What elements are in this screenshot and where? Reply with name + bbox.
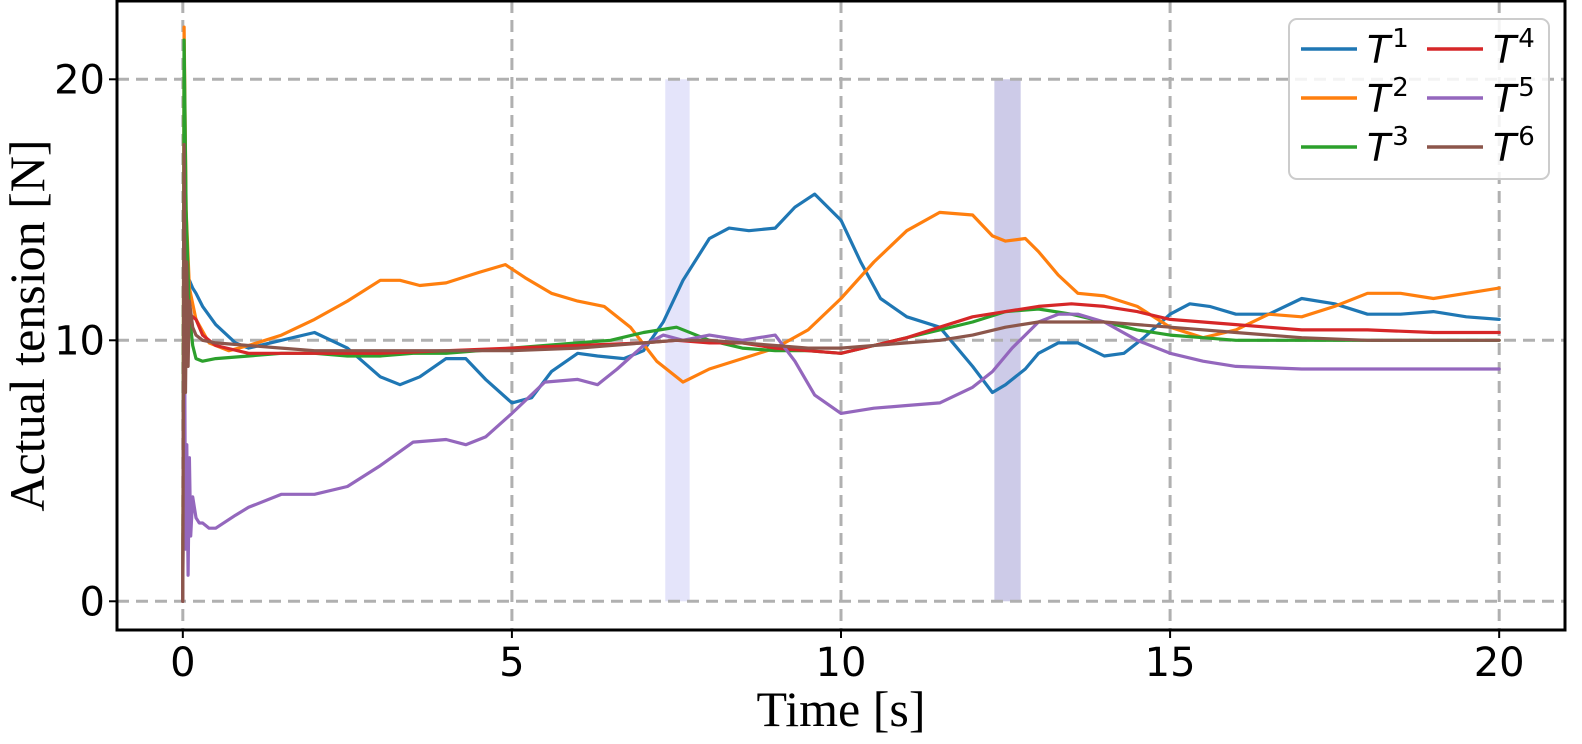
x-axis-label: Time [s] [756, 681, 925, 737]
x-tick-label: 5 [499, 640, 524, 686]
y-axis-label: Actual tension [N] [0, 139, 55, 511]
x-tick-label: 0 [170, 640, 195, 686]
y-tick-label: 0 [80, 579, 105, 625]
legend-label-3: T3 [1367, 122, 1409, 170]
ticks: 0 5 10 15 20 0 10 20 [54, 57, 1525, 686]
series-line-5 [181, 208, 1501, 603]
legend-box [1288, 18, 1550, 180]
series-lines [181, 25, 1501, 603]
series-line-1 [181, 192, 1501, 603]
x-tick-label: 20 [1474, 640, 1525, 686]
x-tick-label: 15 [1145, 640, 1196, 686]
x-tick-label: 10 [816, 640, 867, 686]
series-line-3 [181, 38, 1501, 603]
y-tick-label: 10 [54, 318, 105, 364]
series-line-6 [181, 142, 1501, 603]
y-tick-label: 20 [54, 57, 105, 103]
series-line-2 [181, 25, 1501, 603]
